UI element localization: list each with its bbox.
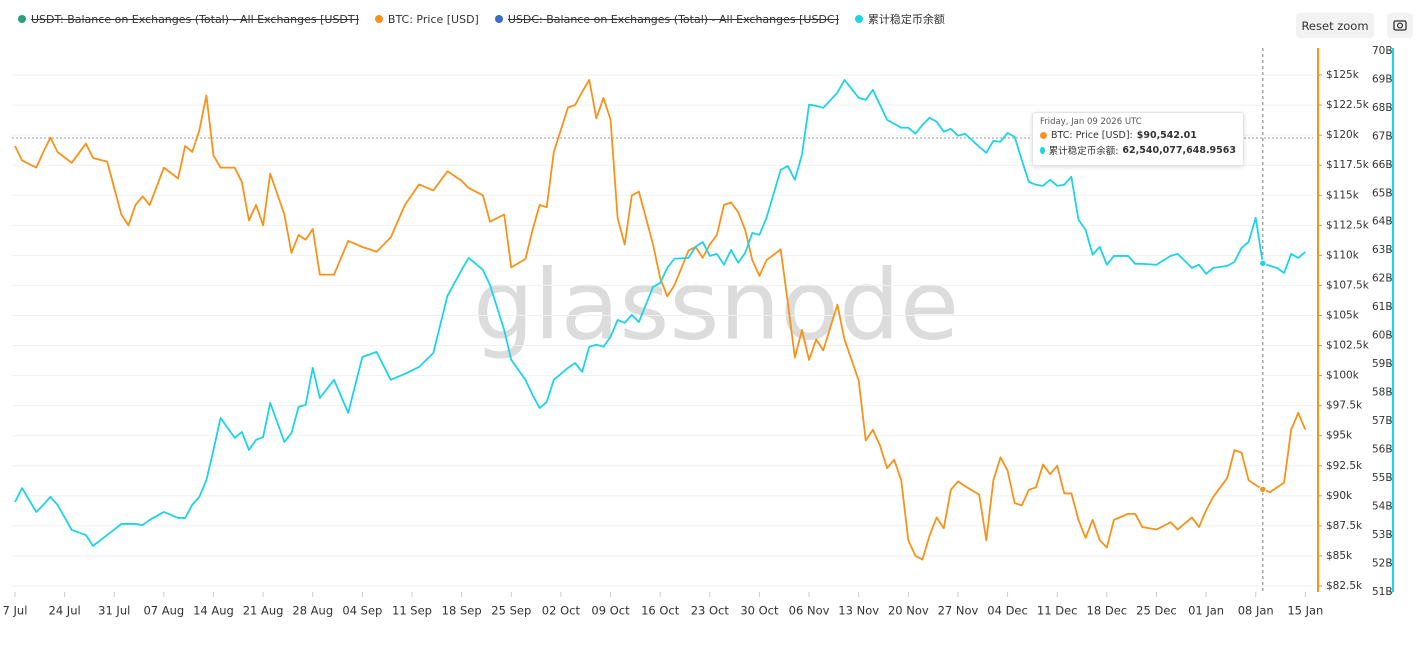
x-tick-label: 30 Oct bbox=[740, 604, 779, 618]
y-tick-label: $92.5k bbox=[1326, 460, 1363, 472]
x-tick-label: 25 Sep bbox=[491, 604, 531, 618]
hover-marker bbox=[1259, 485, 1267, 494]
y-tick-label: $97.5k bbox=[1326, 400, 1363, 412]
watermark: glassnode bbox=[473, 249, 959, 361]
x-tick-label: 7 Jul bbox=[3, 604, 28, 618]
y-tick-label: $102.5k bbox=[1326, 340, 1370, 352]
x-tick-label: 08 Jan bbox=[1238, 604, 1274, 618]
legend-label: USDC: Balance on Exchanges (Total) - All… bbox=[507, 12, 839, 26]
x-tick-label: 07 Aug bbox=[143, 604, 184, 618]
x-tick-label: 23 Oct bbox=[691, 604, 730, 618]
x-tick-label: 28 Aug bbox=[292, 604, 333, 618]
y-tick-label: $112.5k bbox=[1326, 219, 1370, 231]
y2-tick-label: 70B bbox=[1372, 45, 1393, 57]
x-tick-label: 21 Aug bbox=[243, 604, 284, 618]
tooltip-swatch bbox=[1040, 132, 1047, 139]
reset-zoom-button[interactable]: Reset zoom bbox=[1296, 13, 1374, 38]
x-tick-label: 06 Nov bbox=[789, 604, 830, 618]
screenshot-button[interactable] bbox=[1387, 13, 1413, 38]
tooltip-label: 累计稳定币余额: bbox=[1048, 146, 1119, 157]
tooltip-swatch bbox=[1040, 146, 1045, 154]
y-tick-label: $100k bbox=[1326, 370, 1360, 382]
tooltip-label: BTC: Price [USD]: bbox=[1051, 130, 1133, 141]
tooltip-title: Friday, Jan 09 2026 UTC bbox=[1040, 117, 1142, 127]
legend-label: 累计稳定币余额 bbox=[867, 13, 945, 26]
x-tick-label: 27 Nov bbox=[938, 604, 979, 618]
y2-tick-label: 57B bbox=[1372, 415, 1393, 427]
x-tick-label: 09 Oct bbox=[591, 604, 630, 618]
x-tick-label: 04 Sep bbox=[342, 604, 382, 618]
y-tick-label: $117.5k bbox=[1326, 159, 1370, 171]
y2-tick-label: 60B bbox=[1372, 330, 1393, 342]
x-tick-label: 11 Dec bbox=[1037, 604, 1078, 618]
y2-tick-label: 56B bbox=[1372, 444, 1393, 456]
y-tick-label: $82.5k bbox=[1326, 580, 1363, 592]
tooltip-value: 62,540,077,648.9563 bbox=[1122, 144, 1236, 156]
x-tick-label: 31 Jul bbox=[98, 604, 130, 618]
y2-tick-label: 62B bbox=[1372, 273, 1393, 285]
x-tick-label: 04 Dec bbox=[987, 604, 1028, 618]
tooltip-row: 累计稳定币余额: 62,540,077,648.9563 bbox=[1040, 143, 1236, 157]
tooltip-row: BTC: Price [USD]: $90,542.01 bbox=[1040, 130, 1236, 141]
x-tick-label: 24 Jul bbox=[49, 604, 81, 618]
y-tick-label: $107.5k bbox=[1326, 279, 1370, 291]
legend-label: BTC: Price [USD] bbox=[387, 12, 479, 26]
y-tick-label: $120k bbox=[1326, 129, 1360, 141]
legend-item[interactable]: BTC: Price [USD] bbox=[374, 11, 479, 27]
y-tick-label: $87.5k bbox=[1326, 520, 1363, 532]
x-tick-label: 20 Nov bbox=[888, 604, 929, 618]
y-tick-label: $105k bbox=[1326, 309, 1360, 321]
y2-tick-label: 65B bbox=[1372, 187, 1393, 199]
y2-tick-label: 52B bbox=[1372, 558, 1393, 570]
legend-swatch bbox=[854, 15, 863, 23]
tooltip: Friday, Jan 09 2026 UTC BTC: Price [USD]… bbox=[1032, 112, 1244, 166]
series-line bbox=[14, 78, 1307, 561]
y2-tick-label: 63B bbox=[1372, 244, 1393, 256]
legend-item[interactable]: USDT: Balance on Exchanges (Total) - All… bbox=[18, 11, 359, 27]
x-tick-label: 13 Nov bbox=[838, 604, 879, 618]
y2-tick-label: 58B bbox=[1372, 387, 1393, 399]
camera-icon bbox=[1393, 20, 1407, 31]
legend-swatch bbox=[18, 15, 26, 23]
y-tick-label: $115k bbox=[1326, 189, 1360, 201]
y2-tick-label: 55B bbox=[1372, 472, 1393, 484]
y2-tick-label: 67B bbox=[1372, 130, 1393, 142]
y-tick-label: $95k bbox=[1326, 430, 1353, 442]
y-tick-label: $85k bbox=[1326, 550, 1353, 562]
legend-item[interactable]: USDC: Balance on Exchanges (Total) - All… bbox=[494, 11, 839, 27]
x-tick-label: 25 Dec bbox=[1136, 604, 1177, 618]
y2-tick-label: 64B bbox=[1372, 216, 1393, 228]
x-tick-label: 01 Jan bbox=[1188, 604, 1224, 618]
hover-marker bbox=[1259, 259, 1267, 268]
y2-tick-label: 66B bbox=[1372, 159, 1393, 171]
series-line bbox=[14, 79, 1306, 547]
y2-tick-label: 54B bbox=[1372, 501, 1393, 513]
legend-item[interactable]: 累计稳定币余额 bbox=[854, 11, 945, 27]
y-tick-label: $122.5k bbox=[1326, 99, 1370, 111]
legend: USDT: Balance on Exchanges (Total) - All… bbox=[18, 11, 945, 27]
x-tick-label: 15 Jan bbox=[1287, 604, 1323, 618]
y2-tick-label: 69B bbox=[1372, 73, 1393, 85]
y2-tick-label: 59B bbox=[1372, 358, 1393, 370]
legend-swatch bbox=[494, 15, 503, 23]
y-tick-label: $90k bbox=[1326, 490, 1353, 502]
y-tick-label: $110k bbox=[1326, 249, 1360, 261]
x-tick-label: 18 Dec bbox=[1087, 604, 1128, 618]
x-tick-label: 02 Oct bbox=[542, 604, 581, 618]
y2-tick-label: 51B bbox=[1372, 586, 1393, 598]
y2-tick-label: 61B bbox=[1372, 301, 1393, 313]
legend-swatch bbox=[374, 15, 383, 23]
x-tick-label: 11 Sep bbox=[392, 604, 432, 618]
x-tick-label: 18 Sep bbox=[442, 604, 482, 618]
y-tick-label: $125k bbox=[1326, 69, 1360, 81]
legend-label: USDT: Balance on Exchanges (Total) - All… bbox=[31, 12, 359, 26]
x-tick-label: 16 Oct bbox=[641, 604, 680, 618]
y2-tick-label: 68B bbox=[1372, 102, 1393, 114]
y2-tick-label: 53B bbox=[1372, 529, 1393, 541]
x-tick-label: 14 Aug bbox=[193, 604, 234, 618]
tooltip-value: $90,542.01 bbox=[1136, 130, 1197, 141]
